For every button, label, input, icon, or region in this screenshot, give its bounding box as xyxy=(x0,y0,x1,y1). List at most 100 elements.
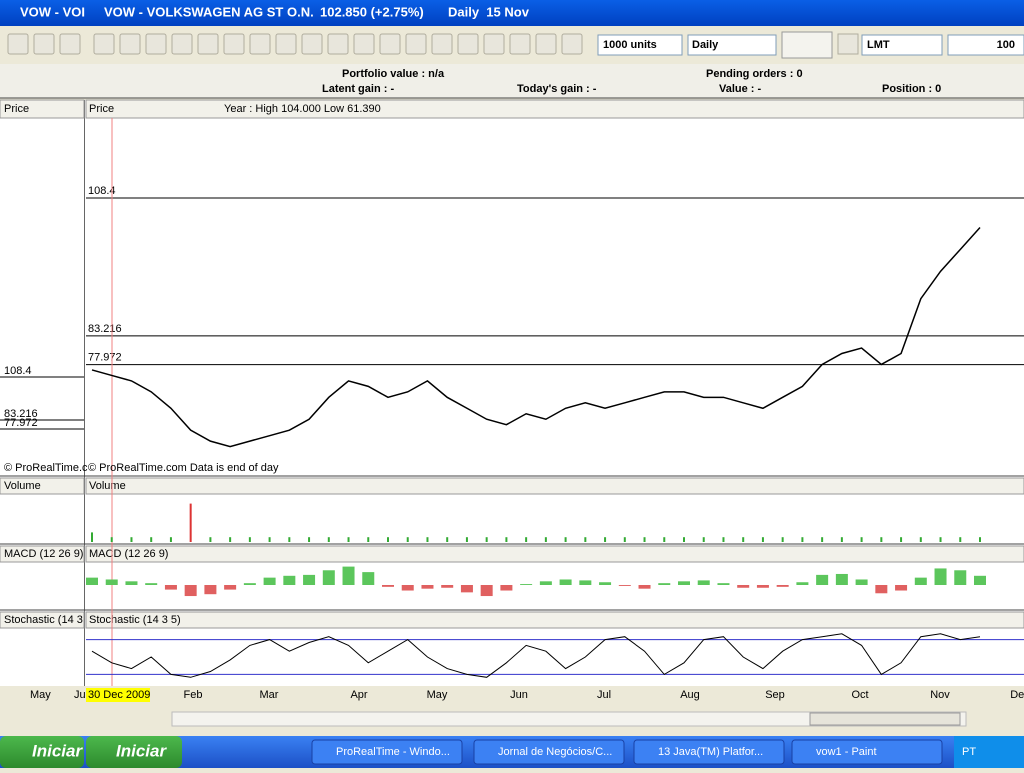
task-button[interactable] xyxy=(311,739,463,765)
side-level-label: 83.216 xyxy=(4,408,38,420)
tool-button[interactable] xyxy=(145,33,167,55)
tool-button[interactable] xyxy=(561,33,583,55)
volume-bar xyxy=(959,537,962,542)
tool-button[interactable] xyxy=(379,33,401,55)
interval-select[interactable] xyxy=(687,34,777,56)
scrollbar[interactable] xyxy=(171,711,967,727)
macd-bar xyxy=(184,585,197,597)
month-label: Oct xyxy=(851,689,868,701)
tool-button[interactable] xyxy=(509,33,531,55)
macd-bar xyxy=(875,585,888,594)
tool-button xyxy=(781,31,833,59)
tool-button[interactable] xyxy=(405,33,427,55)
volume-bar xyxy=(900,537,903,542)
macd-bar xyxy=(362,572,375,585)
start-button[interactable] xyxy=(0,736,84,768)
volume-bar xyxy=(150,537,153,542)
panel-header xyxy=(85,545,1024,563)
tool-button[interactable] xyxy=(275,33,297,55)
today: Today's gain : - xyxy=(517,83,597,95)
volume-bar xyxy=(840,537,843,542)
task-label: vow1 - Paint xyxy=(816,746,877,758)
tool-button[interactable] xyxy=(457,33,479,55)
tool-button[interactable] xyxy=(93,33,115,55)
quantity-select[interactable] xyxy=(597,34,683,56)
volume-bar xyxy=(979,537,981,542)
panel-label: Volume xyxy=(89,480,126,492)
start-button[interactable] xyxy=(86,736,182,768)
title-bar xyxy=(0,0,1024,26)
tool-button[interactable] xyxy=(59,33,81,55)
macd-bar xyxy=(835,573,848,585)
tool-button[interactable] xyxy=(249,33,271,55)
task-button[interactable] xyxy=(473,739,625,765)
volume-bar xyxy=(288,537,291,542)
volume-bar xyxy=(722,537,725,542)
tool-button[interactable] xyxy=(327,33,349,55)
task-button[interactable] xyxy=(633,739,785,765)
task-label: 13 Java(TM) Platfor... xyxy=(658,746,763,758)
macd-bar xyxy=(737,585,750,588)
volume-bar xyxy=(821,537,824,542)
latent: Latent gain : - xyxy=(322,83,394,95)
tool-button[interactable] xyxy=(483,33,505,55)
macd-bar xyxy=(618,585,631,586)
volume-bar xyxy=(327,537,330,542)
side-level-label: 77.972 xyxy=(4,417,38,429)
scroll-thumb[interactable] xyxy=(809,712,961,726)
tool-button[interactable] xyxy=(33,33,55,55)
volume-bar xyxy=(229,537,232,542)
panel-header xyxy=(85,477,1024,495)
macd-bar xyxy=(342,566,355,585)
task-label: Jornal de Negócios/C... xyxy=(498,746,612,758)
stochastic-line xyxy=(91,633,981,678)
level-label: 77.972 xyxy=(88,352,122,364)
volume-bar xyxy=(169,537,172,542)
macd-bar xyxy=(796,582,809,585)
volume-bar xyxy=(880,537,883,542)
volume-bar xyxy=(189,503,192,542)
start-label: Iniciar xyxy=(116,741,167,760)
volume-bar xyxy=(387,537,389,542)
tool-button[interactable] xyxy=(535,33,557,55)
tool-button[interactable] xyxy=(7,33,29,55)
tool-button[interactable] xyxy=(223,33,245,55)
side-panel-label: Price xyxy=(4,103,29,115)
volume-bar xyxy=(525,537,528,542)
quantity: 1000 units xyxy=(603,39,657,51)
volume-bar xyxy=(801,537,804,542)
macd-bar xyxy=(105,579,118,585)
tool-button[interactable] xyxy=(171,33,193,55)
month-label: Nov xyxy=(930,689,950,701)
tool-button[interactable] xyxy=(197,33,219,55)
panel-header xyxy=(0,99,85,119)
volume-bar xyxy=(465,537,468,542)
volume-bar xyxy=(742,537,745,542)
side-panel-label: Volume xyxy=(4,480,41,492)
tool-button[interactable] xyxy=(119,33,141,55)
macd-bar xyxy=(204,585,217,595)
tool-button xyxy=(837,33,859,55)
volume-bar xyxy=(702,537,705,542)
amount-input[interactable] xyxy=(947,34,1024,56)
tool-button[interactable] xyxy=(431,33,453,55)
volume-bar xyxy=(860,537,863,542)
volume-bar xyxy=(544,537,547,542)
order-type-select[interactable] xyxy=(861,34,943,56)
macd-bar xyxy=(717,583,730,585)
tool-button[interactable] xyxy=(353,33,375,55)
macd-bar xyxy=(658,583,671,585)
price-line xyxy=(91,227,981,448)
macd-bar xyxy=(914,577,927,585)
macd-bar xyxy=(421,585,434,589)
volume-bar xyxy=(939,537,942,542)
macd-bar xyxy=(816,574,829,585)
macd-bar xyxy=(638,585,651,589)
volume-bar xyxy=(505,537,508,542)
month-label: Sep xyxy=(765,689,785,701)
tool-button[interactable] xyxy=(301,33,323,55)
title-period: Daily 15 Nov xyxy=(448,4,530,19)
task-button[interactable] xyxy=(791,739,943,765)
info-bar xyxy=(0,64,1024,98)
copyright: © ProRealTime.com Data is end of day xyxy=(88,462,279,474)
